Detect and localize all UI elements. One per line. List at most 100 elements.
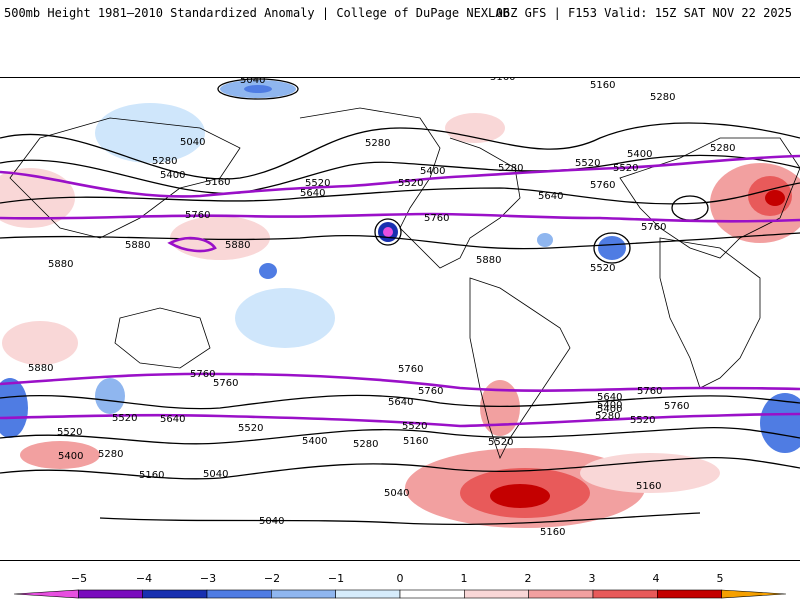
contour-label: 5760: [418, 386, 443, 397]
colorbar-segment: [142, 589, 208, 599]
anomaly-min-cutoff-low: [383, 227, 393, 237]
contour-label: 5520: [402, 421, 427, 432]
anomaly-neg-atlantic: [598, 236, 626, 260]
contour-label: 5040: [384, 488, 409, 499]
contour-label: 5280: [498, 163, 523, 174]
anomaly-pos-south-atlantic: [580, 453, 720, 493]
contour-label-layer: 5040 5160 5160 5280 5040 5280 5400 5160 …: [28, 72, 735, 538]
contour-label: 5160: [403, 436, 428, 447]
contour-5520-north: [0, 154, 800, 198]
coastline-europe: [619, 137, 800, 259]
contour-5760-north: [0, 212, 800, 223]
contour-label: 5040: [259, 516, 284, 527]
height-contour-5880-north: [0, 232, 800, 250]
anomaly-neg-west-atlantic: [537, 233, 553, 247]
height-contour-5640-north: [0, 182, 800, 205]
height-contour-5640-south: [0, 394, 800, 410]
coastline-australia: [114, 307, 211, 369]
contour-label: 5640: [538, 191, 563, 202]
contour-label: 5520: [575, 158, 600, 169]
contour-label: 5520: [398, 178, 423, 189]
colorbar-tick-labels: −5 −4 −3 −2 −1 0 1 2 3 4 5: [71, 572, 724, 585]
colorbar-segment: [464, 589, 529, 599]
contour-label: 5160: [590, 80, 615, 91]
contour-label: 5760: [398, 364, 423, 375]
colorbar-segment: [399, 589, 465, 599]
contour-label: 5040: [240, 78, 265, 86]
anomaly-pos-indian-ocean: [2, 321, 78, 365]
height-contour-atlantic-low: [593, 232, 631, 264]
anomaly-neg-south-indian: [0, 378, 28, 438]
colorbar-tick: 5: [717, 572, 724, 585]
contour-label: 5520: [613, 163, 638, 174]
contour-label: 5520: [630, 415, 655, 426]
contour-label: 5760: [185, 210, 210, 221]
anomaly-pos-canada: [445, 113, 505, 143]
coastline-north-america: [299, 107, 521, 269]
colorbar-tick: 0: [397, 572, 404, 585]
contour-label: 5160: [205, 177, 230, 188]
contour-label: 5880: [125, 240, 150, 251]
contour-label: 5040: [203, 469, 228, 480]
contour-label: 5880: [225, 240, 250, 251]
contour-label: 5280: [152, 156, 177, 167]
colorbar-segment: [592, 589, 658, 599]
colorbar-segments: [13, 589, 787, 599]
colorbar-svg: −5 −4 −3 −2 −1 0 1 2 3 4 5: [13, 572, 787, 599]
height-contour-5160-south: [0, 457, 800, 480]
contour-label: 5400: [597, 404, 622, 415]
contour-label: 5760: [641, 222, 666, 233]
contour-label: 5760: [590, 180, 615, 191]
contour-label: 5880: [28, 363, 53, 374]
contour-label: 5520: [238, 423, 263, 434]
header: 500mb Height 1981–2010 Standardized Anom…: [0, 0, 800, 24]
contour-label: 5760: [637, 386, 662, 397]
colorbar-tick: −3: [200, 572, 216, 585]
contour-label: 5640: [300, 188, 325, 199]
colorbar-tick: −1: [328, 572, 344, 585]
anomaly-neg-south-indian-east: [760, 393, 800, 453]
contour-label: 5160: [540, 527, 565, 538]
height-contour-5280-north: [0, 122, 800, 180]
height-contour-5400-north: [0, 154, 800, 194]
colorbar-tick: 3: [589, 572, 596, 585]
colorbar-segment: [78, 589, 143, 599]
anomaly-neg-north-pacific-core: [244, 85, 272, 93]
contour-label: 5880: [476, 255, 501, 266]
contour-label: 5280: [595, 411, 620, 422]
contour-label: 5760: [424, 213, 449, 224]
contour-label: 5760: [213, 378, 238, 389]
contour-label: 5520: [112, 413, 137, 424]
colorbar-segment: [528, 589, 594, 599]
contour-label: 5400: [58, 451, 83, 462]
map-title: 500mb Height 1981–2010 Standardized Anom…: [4, 6, 510, 20]
anomaly-fill-layer: [0, 80, 800, 528]
anomaly-pos-south-america: [480, 380, 520, 436]
colorbar-tick: −5: [71, 572, 87, 585]
colorbar-segment: [657, 589, 722, 599]
anomaly-pos-east-asia: [0, 168, 75, 228]
anomaly-map: 5040 5160 5160 5280 5040 5280 5400 5160 …: [0, 72, 800, 538]
height-contour-5040-south: [99, 512, 701, 525]
contour-label: 5040: [180, 137, 205, 148]
contour-label: 5520: [488, 437, 513, 448]
contour-label: 5280: [650, 92, 675, 103]
contour-label: 5400: [597, 400, 622, 411]
contour-label: 5640: [388, 397, 413, 408]
highlight-contour-layer: [0, 154, 800, 428]
contour-label: 5760: [664, 401, 689, 412]
colorbar-segment: [271, 589, 336, 599]
contour-label: 5160: [139, 470, 164, 481]
anomaly-pos-central-pacific: [170, 216, 270, 260]
contour-label: 5400: [627, 149, 652, 160]
contour-label: 5160: [636, 481, 661, 492]
coastline-asia: [9, 117, 241, 239]
anomaly-neg-tropical-pacific: [259, 263, 277, 279]
anomaly-neg-south-pacific: [235, 288, 335, 348]
contour-label: 5400: [420, 166, 445, 177]
contour-label: 5400: [160, 170, 185, 181]
anomaly-neg-australia-south: [95, 378, 125, 414]
contour-label: 5640: [160, 414, 185, 425]
contour-5520-south: [0, 412, 800, 428]
height-contour-layer: [0, 78, 800, 525]
